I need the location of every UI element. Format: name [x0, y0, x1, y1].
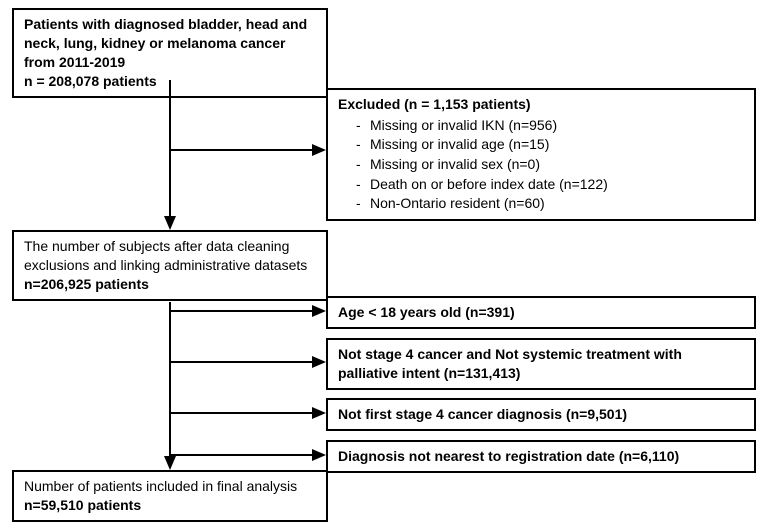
- flowchart-canvas: Patients with diagnosed bladder, head an…: [0, 0, 771, 518]
- excluded-item: Death on or before index date (n=122): [356, 175, 744, 195]
- excluded-item: Non-Ontario resident (n=60): [356, 194, 744, 214]
- excluded-item: Missing or invalid sex (n=0): [356, 155, 744, 175]
- box-final: Number of patients included in final ana…: [12, 470, 328, 522]
- box-cleaned-subtitle: n=206,925 patients: [24, 276, 149, 292]
- box-nearest: Diagnosis not nearest to registration da…: [326, 440, 756, 473]
- box-excluded-title: Excluded (n = 1,153 patients): [338, 96, 531, 112]
- box-final-subtitle: n=59,510 patients: [24, 497, 141, 513]
- box-cleaned-line1: The number of subjects after data cleani…: [24, 238, 289, 254]
- box-final-line1: Number of patients included in final ana…: [24, 478, 297, 494]
- box-stage4-intent: Not stage 4 cancer and Not systemic trea…: [326, 338, 756, 390]
- box-stage4-intent-text: Not stage 4 cancer and Not systemic trea…: [338, 346, 682, 381]
- box-first-stage4-text: Not first stage 4 cancer diagnosis (n=9,…: [338, 406, 627, 422]
- box-excluded-list: Missing or invalid IKN (n=956) Missing o…: [338, 116, 744, 214]
- box-first-stage4: Not first stage 4 cancer diagnosis (n=9,…: [326, 398, 756, 431]
- box-start: Patients with diagnosed bladder, head an…: [12, 8, 328, 98]
- box-start-title: Patients with diagnosed bladder, head an…: [24, 16, 307, 70]
- excluded-item: Missing or invalid IKN (n=956): [356, 116, 744, 136]
- box-cleaned: The number of subjects after data cleani…: [12, 230, 328, 301]
- box-start-subtitle: n = 208,078 patients: [24, 73, 157, 89]
- box-age: Age < 18 years old (n=391): [326, 296, 756, 329]
- box-cleaned-line2: exclusions and linking administrative da…: [24, 257, 307, 273]
- box-excluded: Excluded (n = 1,153 patients) Missing or…: [326, 88, 756, 221]
- box-age-text: Age < 18 years old (n=391): [338, 304, 515, 320]
- box-nearest-text: Diagnosis not nearest to registration da…: [338, 448, 679, 464]
- excluded-item: Missing or invalid age (n=15): [356, 135, 744, 155]
